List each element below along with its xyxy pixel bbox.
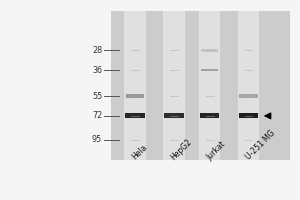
Bar xyxy=(201,69,218,71)
Bar xyxy=(126,94,144,98)
Text: U-251 MG: U-251 MG xyxy=(244,129,277,162)
Text: 95: 95 xyxy=(92,135,102,144)
Bar xyxy=(238,11,259,160)
Bar xyxy=(163,11,184,160)
Bar xyxy=(164,113,184,118)
Bar xyxy=(200,113,219,118)
Bar xyxy=(199,11,220,160)
Text: 55: 55 xyxy=(92,92,102,101)
Text: 36: 36 xyxy=(92,66,102,75)
Bar xyxy=(111,11,290,160)
Bar xyxy=(125,113,145,118)
Text: Jurkat: Jurkat xyxy=(205,139,227,162)
Text: HepG2: HepG2 xyxy=(169,137,194,162)
Bar xyxy=(124,11,146,160)
Text: 72: 72 xyxy=(92,111,102,120)
Text: Hela: Hela xyxy=(130,143,149,162)
Bar xyxy=(201,49,218,52)
Bar xyxy=(239,113,258,118)
Text: 28: 28 xyxy=(92,46,102,55)
Bar xyxy=(239,94,258,98)
